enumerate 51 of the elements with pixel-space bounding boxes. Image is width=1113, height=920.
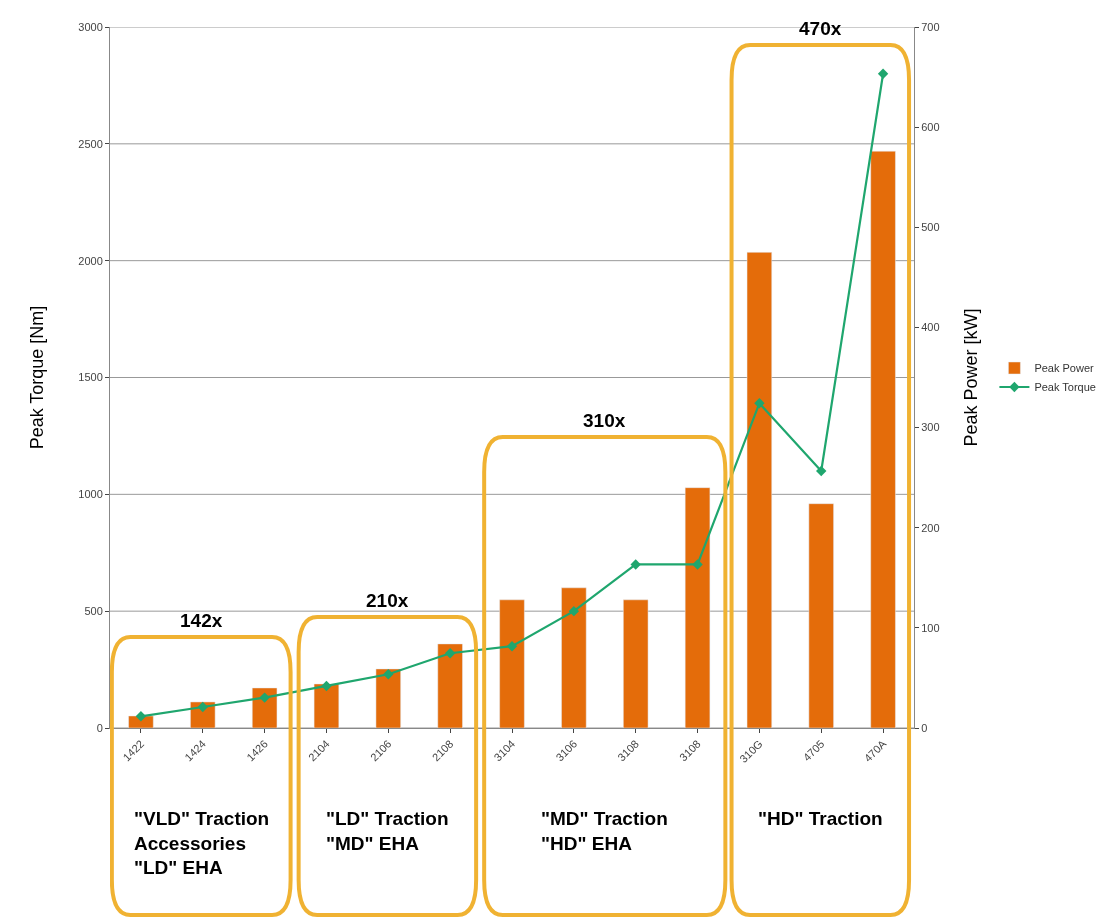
point [321, 680, 332, 692]
y-axis-title: Peak Torque [Nm] [26, 305, 47, 450]
text: "HD" Traction [758, 808, 883, 829]
bar [499, 599, 525, 728]
point [630, 559, 641, 570]
text: "VLD" Traction Accessories "LD" EHA [134, 808, 270, 879]
y-tick-label: 1000 [78, 488, 103, 501]
bar [808, 503, 834, 728]
y2-tick-label: 600 [921, 120, 940, 133]
y2-tick-label: 100 [921, 621, 940, 634]
point [444, 648, 456, 659]
point [568, 605, 580, 617]
point [816, 465, 827, 477]
y-tick-label: 2000 [78, 254, 103, 267]
y-tick-label: 3000 [78, 20, 103, 33]
bar [128, 715, 154, 728]
legend-label: Peak Power [1034, 362, 1095, 375]
point [383, 669, 394, 680]
text: "MD" Traction "HD" EHA [541, 808, 668, 854]
annotation: 470x [799, 18, 842, 39]
bar [437, 643, 463, 728]
y2-tick-label: 300 [921, 421, 940, 434]
y-tick-label: 500 [84, 605, 103, 618]
legend-label: Peak Torque [1034, 381, 1096, 394]
y2-tick-label: 400 [921, 321, 940, 334]
point [506, 641, 518, 652]
y2-tick-label: 0 [921, 721, 928, 734]
point [197, 701, 208, 713]
annotation: 142x [180, 610, 223, 631]
bar [870, 150, 896, 728]
bar [684, 487, 711, 728]
bar [623, 599, 649, 728]
y-tick-label: 1500 [78, 371, 103, 384]
bar [252, 687, 278, 728]
bar [375, 668, 401, 728]
y2-axis-title: Peak Power [kW] [960, 308, 981, 447]
y2-tick-label: 200 [921, 521, 940, 534]
annotation: 310x [583, 410, 626, 431]
bar [561, 587, 587, 728]
point [754, 398, 765, 409]
point [692, 559, 703, 570]
text: "LD" Traction "MD" EHA [326, 808, 449, 854]
y2-tick-label: 700 [921, 20, 940, 33]
point [259, 692, 270, 703]
y-tick-label: 0 [96, 721, 103, 734]
annotation: 210x [366, 590, 409, 611]
bar [746, 252, 772, 728]
y-tick-label: 2500 [78, 137, 103, 150]
y2-tick-label: 500 [921, 221, 940, 234]
point [877, 68, 889, 79]
bar [313, 683, 340, 728]
